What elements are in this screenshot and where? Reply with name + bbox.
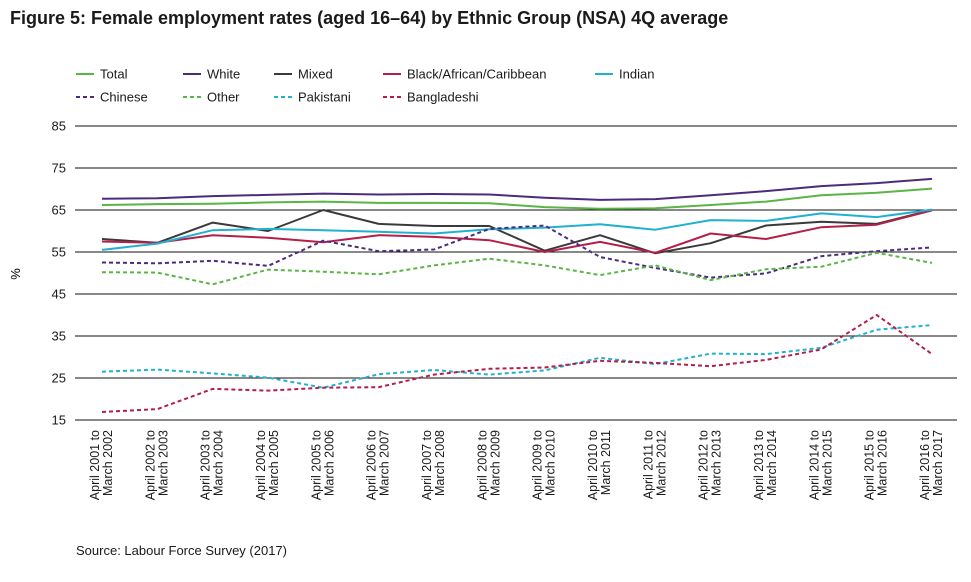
y-tick-label: 85 <box>52 119 66 134</box>
x-tick-label-line: March 2011 <box>599 430 613 495</box>
legend-item-pakistani: Pakistani <box>274 90 351 105</box>
legend-item-black-african-caribbean: Black/African/Caribbean <box>383 67 546 82</box>
gridlines <box>75 125 957 421</box>
x-tick-label: April 2010 to March 2011 <box>586 430 613 500</box>
legend-label: Bangladeshi <box>407 90 479 105</box>
y-tick-label: 45 <box>52 287 66 302</box>
x-tick-label-line: March 2007 <box>378 430 392 496</box>
x-tick-label: April 2001 to March 2002 <box>88 430 115 500</box>
x-tick-label-line: April 2002 to <box>143 430 157 500</box>
x-axis: April 2001 to March 2002 April 2002 to Marc… <box>88 430 945 500</box>
x-tick-label-line: April 2007 to <box>420 430 434 500</box>
y-axis: 15 25 35 45 55 65 75 85 <box>52 119 66 428</box>
y-tick-label: 75 <box>52 161 66 176</box>
x-tick-label-line: March 2002 <box>101 430 115 496</box>
x-tick-label: April 2003 to March 2004 <box>199 430 226 500</box>
x-tick-label: April 2004 to March 2005 <box>254 430 281 500</box>
x-tick-label-line: March 2009 <box>488 430 502 496</box>
legend-label: Chinese <box>100 90 148 105</box>
series-line-total <box>101 187 933 210</box>
x-tick-label-line: April 2015 to <box>863 430 877 500</box>
x-tick-label-line: April 2013 to <box>752 430 766 500</box>
x-tick-label-line: April 2006 to <box>365 430 379 500</box>
x-tick-label: April 2015 to March 2016 <box>863 430 890 500</box>
x-tick-label: April 2011 to March 2012 <box>641 430 668 499</box>
y-tick-label: 55 <box>52 245 66 260</box>
legend-label: Indian <box>619 67 654 82</box>
legend-item-chinese: Chinese <box>76 90 148 105</box>
legend-label: Pakistani <box>298 90 351 105</box>
series-line-black-african-caribbean <box>101 209 933 254</box>
series-lines <box>101 177 933 413</box>
x-tick-label-line: March 2008 <box>433 430 447 496</box>
x-tick-label-line: March 2013 <box>710 430 724 496</box>
x-tick-label-line: March 2017 <box>931 430 945 496</box>
x-tick-label-line: March 2004 <box>212 430 226 496</box>
x-tick-label: April 2013 to March 2014 <box>752 430 779 500</box>
x-tick-label-line: March 2003 <box>156 430 170 496</box>
x-tick-label: April 2002 to March 2003 <box>143 430 170 500</box>
legend-label: Black/African/Caribbean <box>407 67 546 82</box>
series-line-bangladeshi <box>101 314 933 413</box>
x-tick-label-line: April 2014 to <box>807 430 821 500</box>
legend-label: Mixed <box>298 67 333 82</box>
y-axis-label: % <box>8 268 23 280</box>
x-tick-label: April 2006 to March 2007 <box>365 430 392 500</box>
x-tick-label-line: March 2005 <box>267 430 281 496</box>
chart-title: Figure 5: Female employment rates (aged … <box>10 8 729 28</box>
x-tick-label-line: April 2003 to <box>199 430 213 500</box>
x-tick-label-line: April 2004 to <box>254 430 268 500</box>
series-line-mixed <box>101 209 933 255</box>
x-tick-label: April 2014 to March 2015 <box>807 430 834 500</box>
x-tick-label-line: April 2009 to <box>531 430 545 500</box>
y-tick-label: 15 <box>52 413 66 428</box>
x-tick-label: April 2005 to March 2006 <box>309 430 336 500</box>
y-tick-label: 25 <box>52 371 66 386</box>
x-tick-label-line: March 2010 <box>544 430 558 496</box>
series-line-indian <box>101 208 933 251</box>
y-tick-label: 65 <box>52 203 66 218</box>
x-tick-label-line: March 2012 <box>654 430 668 496</box>
legend-item-total: Total <box>76 67 128 82</box>
source-note: Source: Labour Force Survey (2017) <box>76 543 287 558</box>
legend-label: Other <box>207 90 240 105</box>
x-tick-label: April 2012 to March 2013 <box>697 430 724 500</box>
legend-label: Total <box>100 67 128 82</box>
x-tick-label-line: March 2014 <box>765 430 779 496</box>
legend-item-other: Other <box>183 90 240 105</box>
x-tick-label-line: April 2001 to <box>88 430 102 500</box>
legend-label: White <box>207 67 240 82</box>
x-tick-label-line: April 2005 to <box>309 430 323 500</box>
legend-item-white: White <box>183 67 240 82</box>
x-tick-label-line: March 2006 <box>322 430 336 496</box>
series-line-other <box>101 251 933 286</box>
x-tick-label-line: April 2008 to <box>475 430 489 500</box>
x-tick-label-line: April 2011 to <box>641 430 655 499</box>
x-tick-label: April 2016 to March 2017 <box>918 430 945 500</box>
x-tick-label-line: April 2016 to <box>918 430 932 500</box>
y-tick-label: 35 <box>52 329 66 344</box>
legend-item-mixed: Mixed <box>274 67 333 82</box>
x-tick-label: April 2007 to March 2008 <box>420 430 447 500</box>
x-tick-label-line: April 2010 to <box>586 430 600 500</box>
x-tick-label-line: March 2016 <box>876 430 890 496</box>
x-tick-label: April 2009 to March 2010 <box>531 430 558 500</box>
legend-item-indian: Indian <box>595 67 654 82</box>
legend-item-bangladeshi: Bangladeshi <box>383 90 479 105</box>
legend: Total White Mixed Black/African/Caribbean In… <box>76 67 654 105</box>
series-line-white <box>101 177 933 201</box>
x-tick-label: April 2008 to March 2009 <box>475 430 502 500</box>
x-tick-label-line: March 2015 <box>820 430 834 496</box>
x-tick-label-line: April 2012 to <box>697 430 711 500</box>
